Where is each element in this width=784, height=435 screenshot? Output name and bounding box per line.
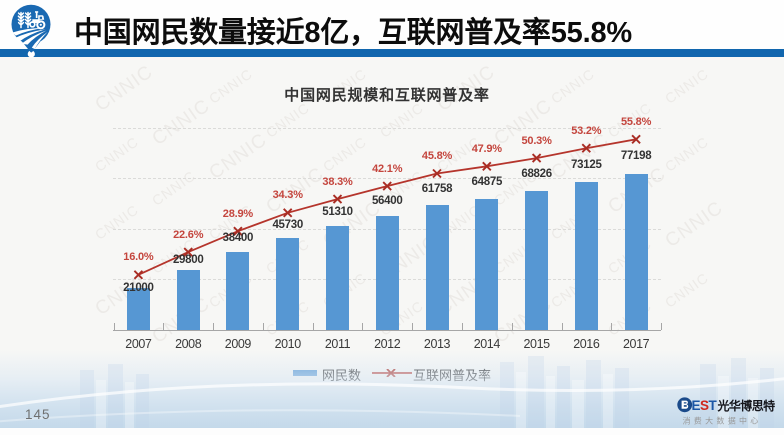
- svg-text:光华博思特: 光华博思特: [717, 398, 776, 413]
- svg-text:EST: EST: [692, 398, 718, 413]
- svg-text:消费大数据中心: 消费大数据中心: [683, 416, 762, 426]
